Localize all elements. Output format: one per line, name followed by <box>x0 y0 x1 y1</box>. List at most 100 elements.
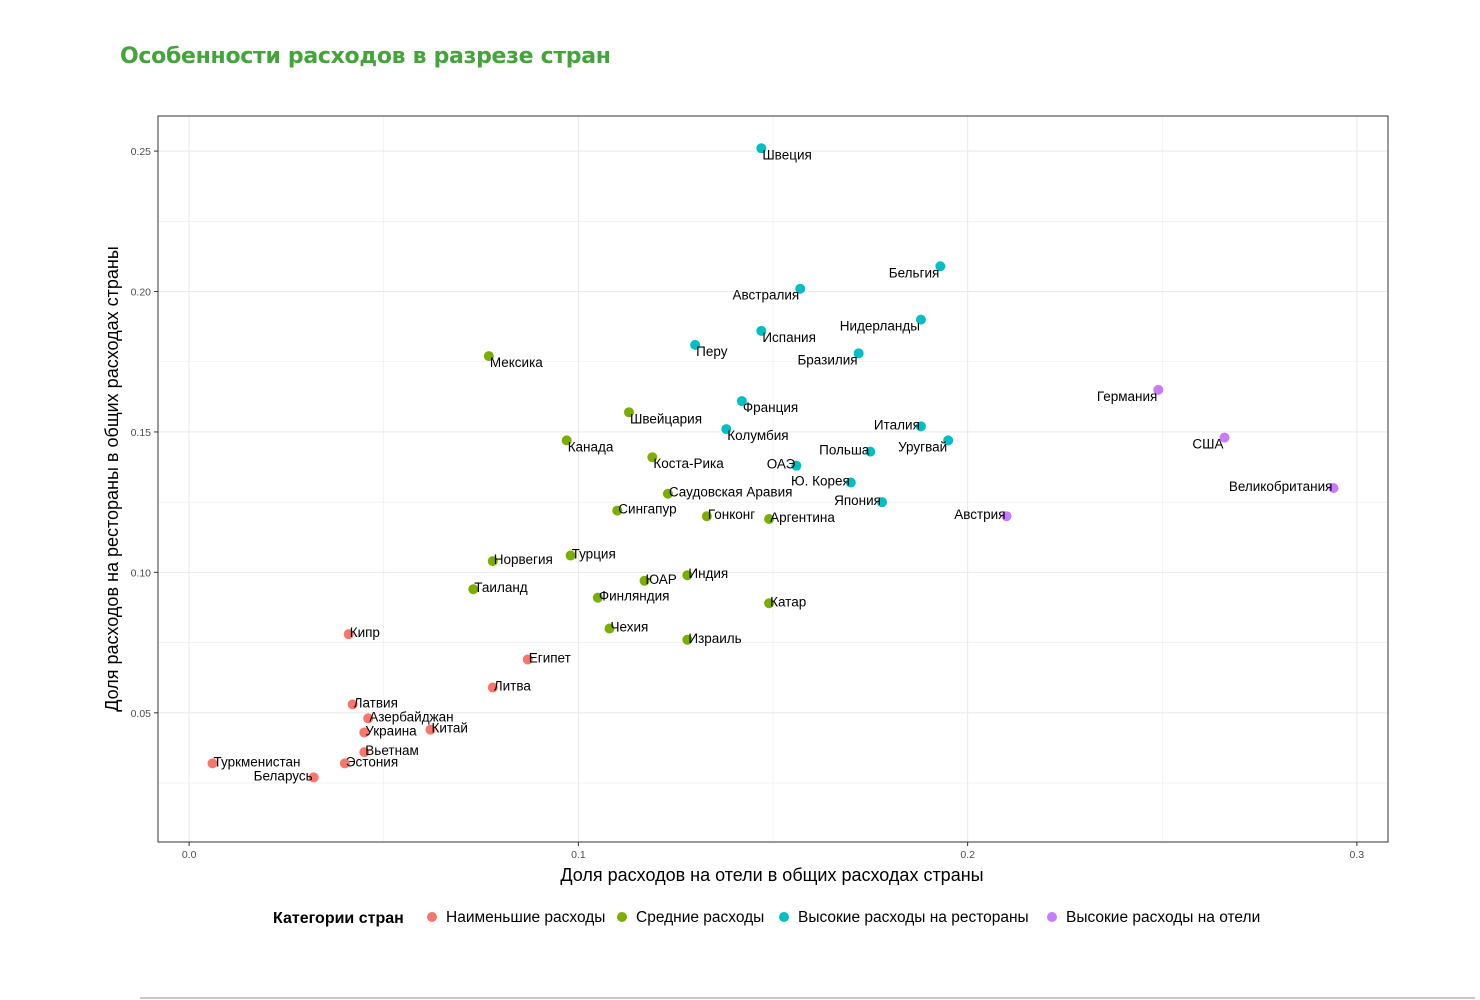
point-label: Беларусь <box>254 768 313 783</box>
data-point <box>876 497 887 508</box>
data-point <box>308 772 319 783</box>
data-point <box>487 682 498 693</box>
legend-label: Наименьшие расходы <box>446 909 605 926</box>
data-point <box>791 460 802 471</box>
data-point <box>853 348 864 359</box>
point-label: Катар <box>770 594 806 609</box>
point-label: Бельгия <box>889 265 940 280</box>
data-point <box>1153 384 1164 395</box>
point-label: Латвия <box>354 695 398 710</box>
x-tick-label: 0.3 <box>1350 849 1365 861</box>
point-label: Финляндия <box>599 589 670 604</box>
x-tick-label: 0.1 <box>571 849 586 861</box>
data-points <box>207 143 1339 783</box>
data-point <box>483 351 494 362</box>
data-point <box>795 283 806 294</box>
data-point <box>865 446 876 457</box>
point-label: Германия <box>1097 389 1158 404</box>
data-point <box>682 634 693 645</box>
legend-label: Высокие расходы на отели <box>1066 909 1260 926</box>
data-point <box>845 477 856 488</box>
point-label: Аргентина <box>770 510 835 525</box>
data-point <box>756 143 767 154</box>
data-point <box>359 747 370 758</box>
data-point <box>339 758 350 769</box>
point-label: Норвегия <box>494 552 553 567</box>
y-tick-label: 0.05 <box>131 708 152 720</box>
data-point <box>487 556 498 567</box>
point-label: Саудовская Аравия <box>669 485 793 500</box>
point-label: Бразилия <box>797 352 857 367</box>
point-label: Сингапур <box>618 502 676 517</box>
y-tick-label: 0.25 <box>131 146 152 158</box>
point-label: Гонконг <box>708 507 755 522</box>
grid-lines <box>158 116 1388 842</box>
data-point <box>207 758 218 769</box>
data-point <box>561 435 572 446</box>
x-tick-label: 0.0 <box>182 849 197 861</box>
point-label: ЮАР <box>646 572 677 587</box>
bottom-divider <box>140 997 1475 999</box>
data-point <box>662 488 673 499</box>
point-label: Коста-Рика <box>653 456 724 471</box>
data-point <box>935 261 946 272</box>
point-label: Китай <box>431 721 468 736</box>
point-label: Индия <box>688 566 728 581</box>
data-point <box>764 598 775 609</box>
data-point <box>690 339 701 350</box>
point-label: Ю. Корея <box>791 474 850 489</box>
data-point <box>347 699 358 710</box>
point-label: Мексика <box>490 355 543 370</box>
axis-ticks: 0.0 0.1 0.2 0.3 0.05 0.10 0.15 0.20 0.25 <box>131 146 1365 861</box>
point-label: Перу <box>696 344 728 359</box>
point-label: Украина <box>365 723 417 738</box>
point-label: Эстония <box>346 754 398 769</box>
point-label: Израиль <box>688 631 741 646</box>
point-label: Нидерланды <box>840 319 920 334</box>
data-point <box>701 511 712 522</box>
legend: Категории стран Наименьшие расходы Средни… <box>273 909 1260 927</box>
data-point <box>915 314 926 325</box>
data-point <box>639 575 650 586</box>
legend-label: Средние расходы <box>636 909 764 926</box>
data-point <box>623 407 634 418</box>
y-tick-label: 0.15 <box>131 427 152 439</box>
data-point <box>1328 483 1339 494</box>
point-label: Египет <box>529 650 571 665</box>
point-label: Литва <box>494 679 532 694</box>
legend-swatch <box>779 912 789 922</box>
point-label: Франция <box>743 400 798 415</box>
point-label: Таиланд <box>474 580 528 595</box>
data-point <box>943 435 954 446</box>
point-label: Швеция <box>762 147 812 162</box>
y-tick-label: 0.10 <box>131 567 152 579</box>
y-tick-label: 0.20 <box>131 287 152 299</box>
point-label: Чехия <box>611 620 649 635</box>
point-label: Италия <box>874 417 920 432</box>
data-point <box>359 727 370 738</box>
point-label: Кипр <box>350 625 380 640</box>
data-point <box>647 452 658 463</box>
point-label: Колумбия <box>727 428 788 443</box>
data-point <box>343 629 354 640</box>
point-label: Великобритания <box>1229 479 1333 494</box>
legend-swatch <box>427 912 437 922</box>
point-label: Канада <box>568 439 614 454</box>
data-point <box>565 550 576 561</box>
data-point <box>1219 432 1230 443</box>
point-label: ОАЭ <box>767 457 796 472</box>
data-point <box>425 724 436 735</box>
x-tick-label: 0.2 <box>960 849 975 861</box>
data-point <box>522 654 533 665</box>
point-label: Польша <box>819 443 870 458</box>
point-label: Вьетнам <box>365 743 419 758</box>
point-label: Азербайджан <box>369 709 453 724</box>
data-point <box>721 424 732 435</box>
data-point <box>764 514 775 525</box>
plot-panel <box>157 115 1389 843</box>
legend-swatch <box>617 912 627 922</box>
x-axis-title: Доля расходов на отели в общих расходах … <box>560 865 983 885</box>
point-label: Испания <box>762 330 816 345</box>
point-label: Уругвай <box>898 439 947 454</box>
